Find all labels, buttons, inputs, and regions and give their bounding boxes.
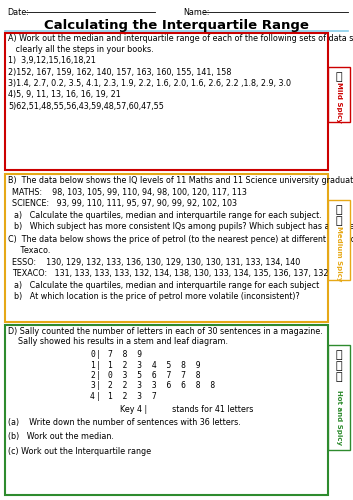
Text: 🌶: 🌶 [336,372,342,382]
Text: Sally showed his results in a stem and leaf diagram.: Sally showed his results in a stem and l… [8,338,228,346]
Text: TEXACO:   131, 133, 133, 133, 132, 134, 138, 130, 133, 134, 135, 136, 137, 132, : TEXACO: 131, 133, 133, 133, 132, 134, 13… [12,269,348,278]
Text: 🌶: 🌶 [336,216,342,226]
Bar [328,345,350,450]
Text: SCIENCE:   93, 99, 110, 111, 95, 97, 90, 99, 92, 102, 103: SCIENCE: 93, 99, 110, 111, 95, 97, 90, 9… [12,199,237,208]
Text: 🌶: 🌶 [336,350,342,360]
Text: 2  2  3  3  6  6  8  8: 2 2 3 3 6 6 8 8 [108,382,215,390]
Text: 1: 1 [90,360,95,370]
Bar [5,33,328,170]
Text: (b)   Work out the median.: (b) Work out the median. [8,432,114,442]
Text: |: | [96,360,101,370]
Text: 2: 2 [90,371,95,380]
Text: 🌶: 🌶 [336,361,342,371]
Text: Name:: Name: [183,8,209,17]
Text: (a)    Write down the number of sentences with 36 letters.: (a) Write down the number of sentences w… [8,418,241,427]
Text: (c) Work out the Interquartile range: (c) Work out the Interquartile range [8,447,151,456]
Text: 1  2  3  7: 1 2 3 7 [108,392,157,401]
Text: 5)62,51,48,55,56,43,59,48,57,60,47,55: 5)62,51,48,55,56,43,59,48,57,60,47,55 [8,102,164,111]
Text: ESSO:    130, 129, 132, 133, 136, 130, 129, 130, 130, 131, 133, 134, 140: ESSO: 130, 129, 132, 133, 136, 130, 129,… [12,258,300,268]
Text: B)  The data below shows the IQ levels of 11 Maths and 11 Science university gra: B) The data below shows the IQ levels of… [8,176,353,185]
Text: 0: 0 [90,350,95,359]
Text: |: | [96,392,101,401]
Text: |: | [96,382,101,390]
Text: 1)  3,9,12,15,16,18,21: 1) 3,9,12,15,16,18,21 [8,56,96,65]
Text: 4)5, 9, 11, 13, 16, 16, 19, 21: 4)5, 9, 11, 13, 16, 16, 19, 21 [8,90,121,100]
Text: 🌶: 🌶 [336,205,342,215]
Text: Key 4 |          stands for 41 letters: Key 4 | stands for 41 letters [120,404,253,413]
Text: Hot and Spicy: Hot and Spicy [336,390,342,445]
Text: b)   At which location is the price of petrol more volatile (inconsistent)?: b) At which location is the price of pet… [14,292,300,301]
Text: a)   Calculate the quartiles, median and interquartile range for each subject: a) Calculate the quartiles, median and i… [14,282,319,290]
Text: 3)1.4, 2.7, 0.2, 3.5, 4.1, 2.3, 1.9, 2.2, 1.6, 2.0, 1.6, 2.6, 2.2 ,1.8, 2.9, 3.0: 3)1.4, 2.7, 0.2, 3.5, 4.1, 2.3, 1.9, 2.2… [8,79,291,88]
Text: A) Work out the median and interquartile range of each of the following sets of : A) Work out the median and interquartile… [8,34,353,43]
Text: Mild Spicy: Mild Spicy [336,82,342,123]
Text: 1  2  3  4  5  8  9: 1 2 3 4 5 8 9 [108,360,201,370]
Bar [5,174,328,322]
Text: b)   Which subject has more consistent IQs among pupils? Which subject has a hig: b) Which subject has more consistent IQs… [14,222,353,231]
Text: clearly all the steps in your books.: clearly all the steps in your books. [8,44,154,54]
Text: 0  3  5  6  7  7  8: 0 3 5 6 7 7 8 [108,371,201,380]
Text: 7  8  9: 7 8 9 [108,350,142,359]
Bar [5,325,328,495]
Bar [328,67,350,122]
Text: Calculating the Interquartile Range: Calculating the Interquartile Range [44,19,309,32]
Text: D) Sally counted the number of letters in each of 30 sentences in a magazine.: D) Sally counted the number of letters i… [8,327,323,336]
Text: 3: 3 [90,382,95,390]
Text: |: | [96,371,101,380]
Text: 4: 4 [90,392,95,401]
Bar [328,200,350,280]
Text: 🌶: 🌶 [336,72,342,82]
Text: Texaco.: Texaco. [8,246,50,255]
Text: 2)152, 167, 159, 162, 140, 157, 163, 160, 155, 141, 158: 2)152, 167, 159, 162, 140, 157, 163, 160… [8,68,231,76]
Text: |: | [96,350,101,359]
Text: MATHS:    98, 103, 105, 99, 110, 94, 98, 100, 120, 117, 113: MATHS: 98, 103, 105, 99, 110, 94, 98, 10… [12,188,247,198]
Text: C)  The data below shows the price of petrol (to the nearest pence) at different: C) The data below shows the price of pet… [8,236,353,244]
Text: a)   Calculate the quartiles, median and interquartile range for each subject.: a) Calculate the quartiles, median and i… [14,212,322,220]
Text: Medium Spicy: Medium Spicy [336,226,342,282]
Text: Date:: Date: [7,8,29,17]
